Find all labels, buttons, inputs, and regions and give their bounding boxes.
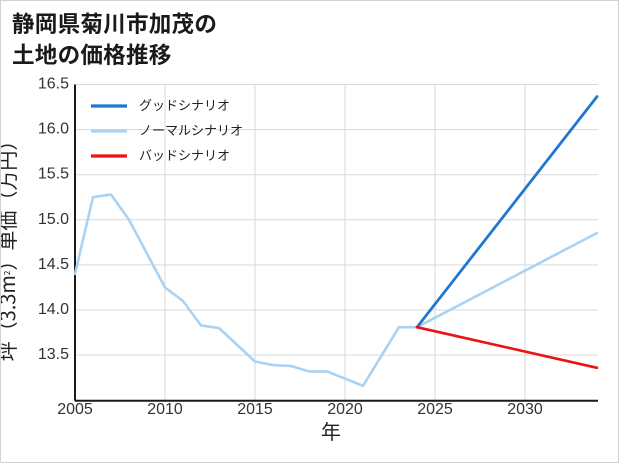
svg-text:2010: 2010 xyxy=(147,401,183,418)
svg-text:15.5: 15.5 xyxy=(38,166,69,183)
svg-text:バッドシナリオ: バッドシナリオ xyxy=(139,145,230,164)
svg-text:年: 年 xyxy=(321,416,341,445)
svg-text:2030: 2030 xyxy=(507,401,543,418)
svg-text:2015: 2015 xyxy=(237,401,273,418)
svg-text:ノーマルシナリオ: ノーマルシナリオ xyxy=(139,120,243,139)
svg-text:2025: 2025 xyxy=(417,401,453,418)
svg-text:2005: 2005 xyxy=(57,401,93,418)
svg-text:14.0: 14.0 xyxy=(38,301,69,318)
svg-text:16.0: 16.0 xyxy=(38,121,69,138)
svg-text:16.5: 16.5 xyxy=(38,76,69,93)
svg-text:坪（3.3m2）単価（万円）: 坪（3.3m2）単価（万円） xyxy=(1,131,21,362)
svg-text:グッドシナリオ: グッドシナリオ xyxy=(139,95,230,114)
svg-text:15.0: 15.0 xyxy=(38,211,69,228)
svg-text:13.5: 13.5 xyxy=(38,346,69,363)
svg-text:14.5: 14.5 xyxy=(38,256,69,273)
